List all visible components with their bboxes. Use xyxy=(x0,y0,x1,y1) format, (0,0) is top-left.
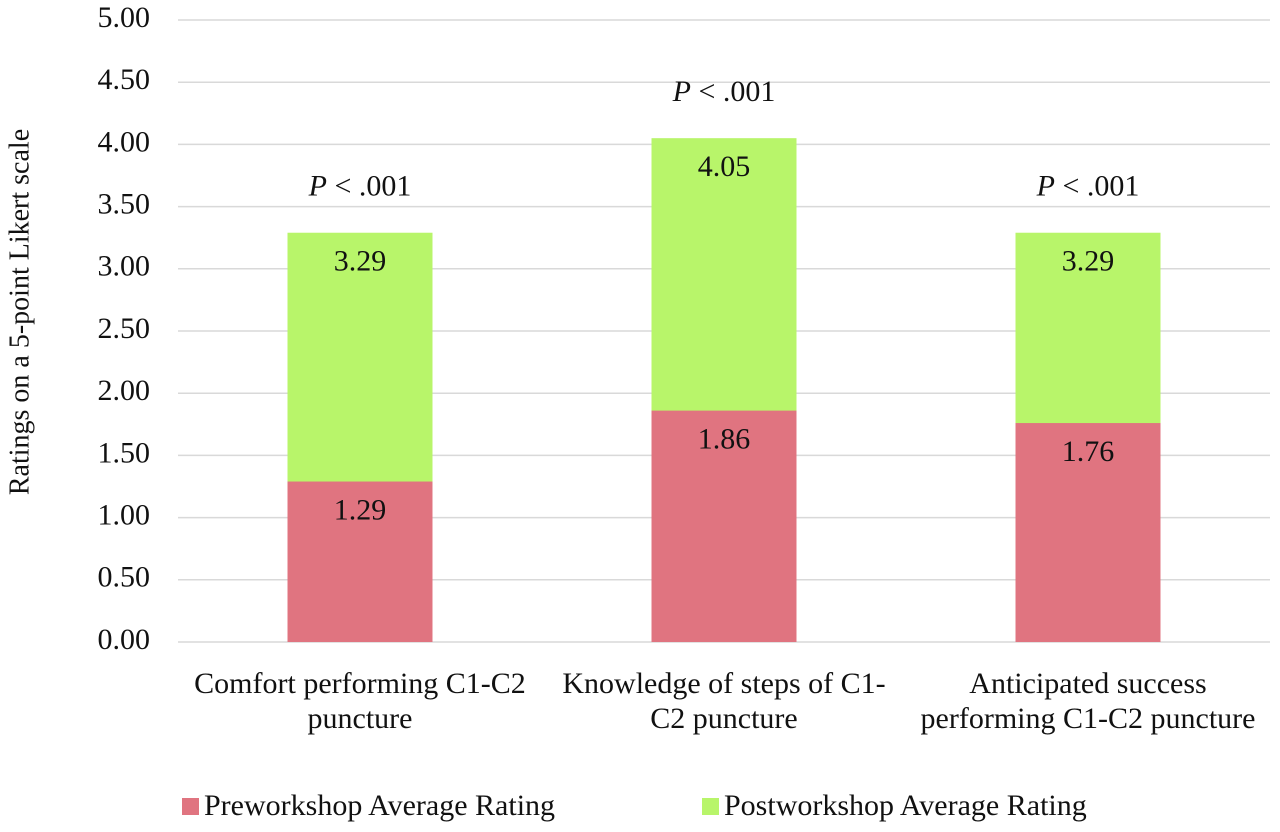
data-label: 1.86 xyxy=(698,423,751,456)
bar xyxy=(1015,423,1161,642)
data-label: 3.29 xyxy=(334,245,387,278)
y-tick-label: 4.00 xyxy=(98,125,151,158)
y-tick-label: 1.00 xyxy=(98,498,151,531)
y-tick-label: 0.50 xyxy=(98,561,151,594)
x-tick-label: Knowledge of steps of C1-C2 puncture xyxy=(562,667,886,735)
legend-label: Preworkshop Average Rating xyxy=(204,789,555,822)
data-label: 3.29 xyxy=(1062,245,1115,278)
y-tick-label: 5.00 xyxy=(98,1,151,34)
data-label: 4.05 xyxy=(698,150,751,183)
legend-swatch xyxy=(182,798,199,815)
y-tick-label: 0.00 xyxy=(98,623,151,656)
y-tick-label: 1.50 xyxy=(98,436,151,469)
annotation: P < .001 xyxy=(672,75,776,108)
x-tick-label: Comfort performing C1-C2 puncture xyxy=(194,667,526,735)
x-tick-label: Anticipated success performing C1-C2 pun… xyxy=(920,667,1256,735)
data-label: 1.29 xyxy=(334,493,387,526)
bar xyxy=(287,481,433,642)
y-axis-label: Ratings on a 5-point Likert scale xyxy=(4,129,35,495)
annotation: P < .001 xyxy=(308,170,412,203)
y-tick-label: 2.00 xyxy=(98,374,151,407)
y-tick-label: 2.50 xyxy=(98,312,151,345)
y-tick-label: 3.00 xyxy=(98,250,151,283)
legend-label: Postworkshop Average Rating xyxy=(724,789,1087,822)
annotation: P < .001 xyxy=(1036,170,1140,203)
data-label: 1.76 xyxy=(1062,435,1115,468)
y-tick-label: 3.50 xyxy=(98,187,151,220)
bar xyxy=(651,410,797,642)
y-tick-label: 4.50 xyxy=(98,63,151,96)
legend-swatch xyxy=(702,798,719,815)
